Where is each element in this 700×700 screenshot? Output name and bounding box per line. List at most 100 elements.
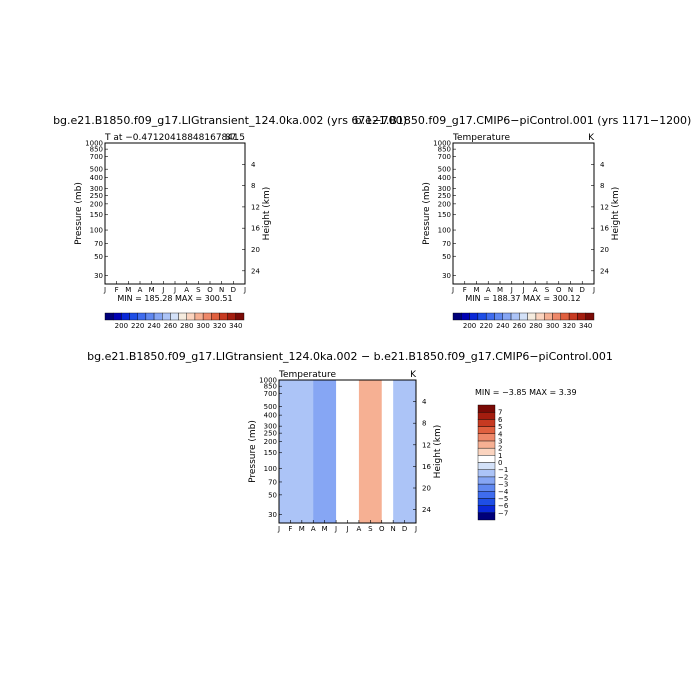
colorbar-label: −2 — [498, 473, 508, 481]
min-max-stats: MIN = 185.28 MAX = 300.51 — [117, 294, 232, 303]
y-tick-label: 100 — [264, 465, 277, 473]
y-tick-label: 70 — [442, 240, 451, 248]
y-axis-label-right: Height (km) — [433, 425, 443, 479]
colorbar-swatch — [186, 312, 196, 321]
y-tick-label: 150 — [90, 211, 103, 219]
panel-title: bg.e21.B1850.f09_g17.LIGtransient_124.0k… — [53, 114, 407, 127]
colorbar-swatch — [494, 312, 503, 321]
colorbar-swatch — [544, 312, 553, 321]
x-tick-label: M — [497, 286, 503, 294]
y-tick-label: 850 — [438, 146, 451, 154]
colorbar-label: 220 — [131, 322, 144, 330]
colorbar-label: 5 — [498, 423, 502, 431]
x-tick-label: D — [231, 286, 236, 294]
y-tick-label: 1000 — [433, 140, 451, 148]
colorbar-swatch — [477, 440, 496, 449]
anomaly-band — [279, 380, 314, 523]
colorbar-swatch — [194, 312, 204, 321]
y-tick-label: 30 — [442, 272, 451, 280]
panel-right-label: 87.5 — [225, 133, 245, 143]
height-tick-label: 16 — [600, 225, 609, 233]
panel-right-label: K — [588, 133, 595, 143]
x-tick-label: J — [510, 286, 513, 294]
colorbar-label: 4 — [498, 430, 503, 438]
colorbar-label: 280 — [529, 322, 542, 330]
height-tick-label: 16 — [422, 463, 431, 471]
x-tick-label: F — [463, 286, 467, 294]
x-tick-label: O — [379, 525, 385, 533]
y-tick-label: 500 — [90, 166, 103, 174]
colorbar-swatch — [461, 312, 470, 321]
x-tick-label: J — [161, 286, 164, 294]
height-tick-label: 24 — [251, 267, 260, 275]
y-tick-label: 150 — [264, 449, 277, 457]
panel-3: bg.e21.B1850.f09_g17.LIGtransient_124.0k… — [87, 350, 613, 533]
panel-2: b.e21.B1850.f09_g17.CMIP6−piControl.001 … — [355, 114, 692, 330]
y-tick-label: 400 — [438, 174, 451, 182]
colorbar-label: 320 — [562, 322, 575, 330]
y-tick-label: 50 — [94, 253, 103, 261]
height-tick-label: 4 — [422, 398, 427, 406]
colorbar-swatch — [477, 447, 496, 456]
height-tick-label: 12 — [251, 203, 260, 211]
x-tick-label: S — [368, 525, 373, 533]
panel-title: bg.e21.B1850.f09_g17.LIGtransient_124.0k… — [87, 350, 613, 363]
height-tick-label: 20 — [600, 246, 609, 254]
y-axis-label: Pressure (mb) — [422, 182, 432, 245]
y-tick-label: 850 — [264, 383, 277, 391]
colorbar-swatch — [527, 312, 537, 321]
anomaly-band — [358, 380, 383, 523]
y-axis-label-right: Height (km) — [611, 187, 621, 241]
y-tick-label: 300 — [264, 423, 277, 431]
y-tick-label: 250 — [90, 192, 103, 200]
y-tick-label: 500 — [264, 403, 277, 411]
colorbar-label: 280 — [180, 322, 193, 330]
plot-frame — [104, 142, 246, 285]
min-max-stats: MIN = 188.37 MAX = 300.12 — [465, 294, 580, 303]
anomaly-band — [393, 380, 417, 523]
x-tick-label: J — [173, 286, 176, 294]
x-tick-label: J — [277, 525, 280, 533]
x-tick-label: J — [521, 286, 524, 294]
x-tick-label: M — [299, 525, 305, 533]
y-tick-label: 1000 — [85, 140, 103, 148]
y-tick-label: 700 — [90, 153, 103, 161]
colorbar-label: 240 — [496, 322, 509, 330]
colorbar-swatch — [219, 312, 228, 321]
colorbar-swatch — [477, 426, 496, 434]
panel-left-label: T at −0.47120418848167841 — [104, 133, 239, 143]
anomaly-band — [381, 380, 394, 523]
x-tick-label: J — [414, 525, 417, 533]
colorbar-swatch — [477, 512, 496, 521]
colorbar-swatch — [162, 312, 171, 321]
x-tick-label: N — [568, 286, 573, 294]
colorbar-swatch — [485, 312, 495, 321]
panel-right-label: K — [410, 370, 417, 380]
colorbar-label: 340 — [229, 322, 242, 330]
x-tick-label: J — [243, 286, 246, 294]
y-tick-label: 700 — [438, 153, 451, 161]
colorbar-label: 200 — [463, 322, 476, 330]
y-tick-label: 300 — [438, 185, 451, 193]
y-axis-label-right: Height (km) — [262, 187, 272, 241]
x-tick-label: A — [311, 525, 316, 533]
colorbar-label: 240 — [147, 322, 160, 330]
x-tick-label: A — [486, 286, 491, 294]
colorbar-swatch — [477, 476, 496, 485]
colorbar-swatch — [452, 312, 462, 321]
colorbar-swatch — [153, 312, 163, 321]
colorbar-swatch — [129, 312, 138, 321]
min-max-stats: MIN = −3.85 MAX = 3.39 — [475, 388, 577, 397]
colorbar-label: 2 — [498, 445, 502, 453]
height-tick-label: 8 — [422, 420, 426, 428]
colorbar-swatch — [552, 312, 562, 321]
x-tick-label: A — [357, 525, 362, 533]
height-tick-label: 24 — [422, 506, 431, 514]
anomaly-band — [313, 380, 337, 523]
colorbar-swatch — [577, 312, 586, 321]
colorbar-swatch — [560, 312, 570, 321]
colorbar-swatch — [477, 498, 496, 506]
colorbar-label: 6 — [498, 416, 503, 424]
colorbar-swatch — [137, 312, 147, 321]
